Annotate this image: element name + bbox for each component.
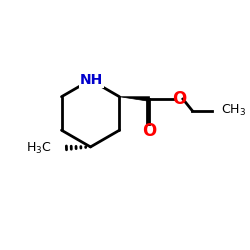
Text: NH: NH <box>80 73 103 87</box>
Text: O: O <box>142 122 156 140</box>
Polygon shape <box>120 97 150 101</box>
Text: CH$_3$: CH$_3$ <box>220 103 246 118</box>
Text: O: O <box>172 90 186 108</box>
Text: H$_3$C: H$_3$C <box>26 140 52 156</box>
